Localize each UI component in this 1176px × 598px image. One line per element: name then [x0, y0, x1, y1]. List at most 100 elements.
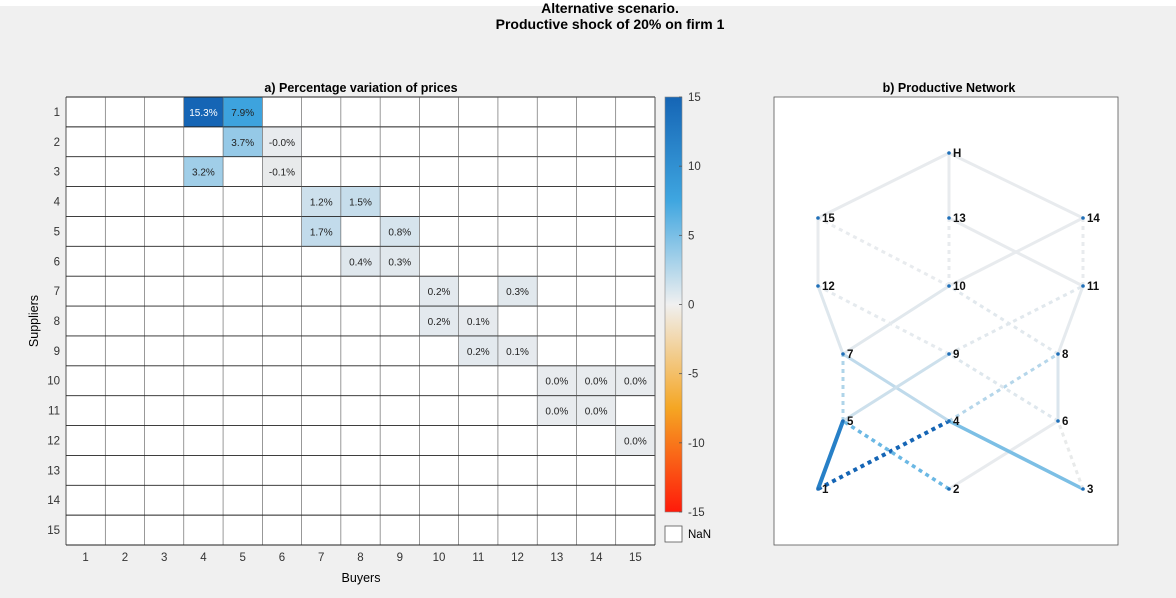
heatmap-x-ticks: 1 2 3 4 5 6 7 8 9 10 11 12 13 14 15 — [82, 552, 641, 564]
network-edges — [816, 151, 1085, 491]
network-node-label: 10 — [953, 281, 966, 293]
heatmap-cell — [301, 186, 341, 217]
network-edge — [842, 419, 950, 491]
heatmap-x-tick-label: 14 — [590, 552, 603, 564]
network-node — [816, 216, 820, 220]
heatmap-x-tick-label: 10 — [433, 552, 446, 564]
heatmap-cell — [615, 425, 655, 456]
heatmap-cell — [262, 156, 302, 187]
colorbar-tick-label: 15 — [688, 92, 701, 104]
heatmap-cell-label: 1.5% — [349, 198, 372, 209]
heatmap-cell-label: 3.2% — [192, 168, 215, 179]
heatmap-cell — [380, 246, 420, 277]
heatmap-cell-label: 0.0% — [624, 377, 647, 388]
colorbar-tick-label: -15 — [688, 507, 705, 519]
heatmap-x-label: Buyers — [342, 571, 381, 585]
heatmap-cell-label: 0.0% — [545, 377, 568, 388]
heatmap-cell — [497, 276, 538, 307]
colorbar: 15 10 5 0 -5 -10 -15 NaN — [664, 92, 711, 543]
network-node-label: 7 — [847, 349, 853, 361]
network-node — [947, 151, 951, 155]
heatmap-y-tick-label: 7 — [54, 286, 60, 298]
network-edge — [817, 216, 950, 288]
heatmap-y-label: Suppliers — [27, 295, 41, 347]
heatmap-cell-label: 0.1% — [506, 347, 529, 358]
heatmap-cell — [340, 246, 381, 277]
network-node-label: 5 — [847, 416, 854, 428]
network-node-label: 6 — [1062, 416, 1068, 428]
network-node — [1081, 216, 1085, 220]
network-node-label: 9 — [953, 349, 959, 361]
colorbar-tick-label: -5 — [688, 369, 698, 381]
heatmap-cell-label: 0.1% — [467, 317, 490, 328]
network-node — [816, 284, 820, 288]
network-node — [1081, 284, 1085, 288]
network-edge — [948, 352, 1059, 423]
heatmap-grid — [65, 96, 656, 546]
network-node — [841, 419, 845, 423]
network-node-label: 13 — [953, 213, 966, 225]
heatmap-cell-label: -0.1% — [269, 168, 295, 179]
heatmap-cell — [497, 335, 538, 366]
heatmap-plot-area — [66, 97, 655, 545]
heatmap-cell-label: 3.7% — [231, 138, 254, 149]
heatmap-y-tick-label: 3 — [54, 167, 60, 179]
heatmap-y-tick-label: 6 — [54, 256, 60, 268]
heatmap-panel: a) Percentage variation of prices 15.3% 7… — [27, 81, 656, 585]
heatmap-y-tick-label: 11 — [48, 406, 60, 418]
colorbar-nan-label: NaN — [688, 529, 711, 541]
heatmap-cell — [340, 186, 381, 217]
heatmap-cell — [223, 126, 263, 157]
network-node — [1056, 419, 1060, 423]
figure-title: Alternative scenario. Productive shock o… — [330, 0, 890, 32]
network-edge — [948, 419, 1059, 491]
network-node-label: 3 — [1087, 484, 1093, 496]
heatmap-x-tick-label: 15 — [629, 552, 642, 564]
heatmap-y-tick-label: 2 — [54, 137, 60, 149]
heatmap-cell — [615, 365, 655, 396]
heatmap-cell — [537, 365, 577, 396]
heatmap-y-tick-label: 9 — [54, 346, 60, 358]
heatmap-cell-label: 0.4% — [349, 257, 372, 268]
network-edge — [948, 216, 1084, 288]
heatmap-cell-label: 0.3% — [506, 287, 529, 298]
heatmap-x-tick-label: 1 — [82, 552, 88, 564]
network-node — [1056, 352, 1060, 356]
heatmap-cell-label: 15.3% — [189, 108, 217, 119]
heatmap-cell-label: 0.8% — [388, 227, 411, 238]
network-node-label: 12 — [822, 281, 835, 293]
heatmap-cell — [537, 395, 577, 426]
heatmap-x-tick-label: 12 — [511, 552, 524, 564]
colorbar-tick-label: 0 — [688, 300, 694, 312]
heatmap-cell-label: 7.9% — [231, 108, 254, 119]
colorbar-nan-swatch — [664, 525, 683, 543]
network-edge — [816, 285, 845, 355]
network-edge — [1056, 285, 1085, 355]
network-node — [947, 216, 951, 220]
heatmap-cell — [419, 306, 459, 336]
heatmap-cell-label: 0.0% — [585, 407, 608, 418]
heatmap-x-tick-label: 7 — [318, 552, 324, 564]
colorbar-ticks: 15 10 5 0 -5 -10 -15 — [679, 92, 705, 519]
network-node-label: 1 — [822, 484, 829, 496]
heatmap-y-tick-label: 13 — [47, 465, 60, 477]
heatmap-cell — [183, 97, 224, 127]
figure-top-strip — [0, 0, 1176, 6]
network-edge — [816, 420, 845, 490]
network-node — [1081, 487, 1085, 491]
heatmap-y-tick-label: 15 — [47, 525, 60, 537]
network-node — [947, 487, 951, 491]
heatmap-cell-label: 0.2% — [467, 347, 490, 358]
network-edge — [948, 284, 1059, 356]
heatmap-title: a) Percentage variation of prices — [264, 81, 457, 95]
network-plot-area — [773, 96, 1119, 546]
network-node-label: 15 — [822, 213, 835, 225]
network-node-label: 11 — [1087, 281, 1100, 293]
heatmap-cell-label: 0.2% — [428, 317, 451, 328]
network-edge — [817, 419, 950, 491]
heatmap-cell-label: 0.0% — [585, 377, 608, 388]
